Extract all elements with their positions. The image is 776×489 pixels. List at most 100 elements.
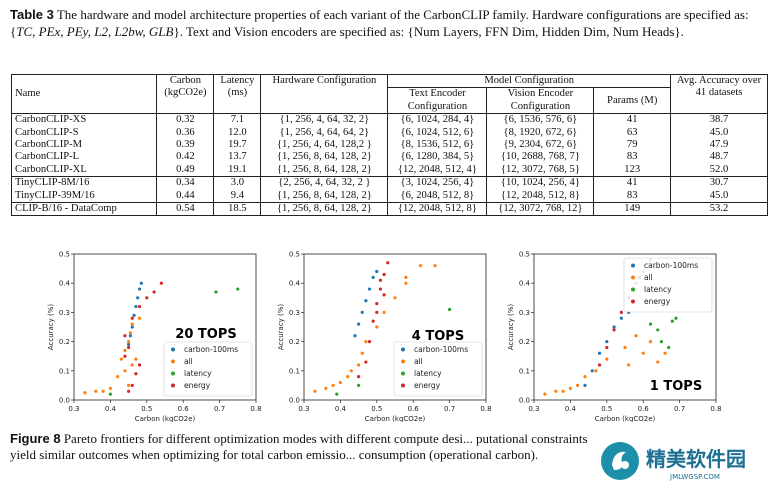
data-point-all xyxy=(393,296,397,300)
data-point-carbon-100ms xyxy=(367,287,372,291)
table-cell-text: {8, 1536, 512, 6} xyxy=(387,139,487,152)
table-cell-text: {6, 1024, 284, 4} xyxy=(387,113,487,127)
table-cell-hw: {1, 256, 8, 64, 128, 2} xyxy=(260,189,388,203)
y-tick-label: 0.0 xyxy=(59,397,70,405)
legend-marker-energy xyxy=(171,383,175,388)
table-cell-latency: 12.0 xyxy=(213,126,261,140)
x-tick-label: 0.8 xyxy=(250,405,261,413)
data-point-carbon-100ms xyxy=(136,296,140,300)
table-row: TinyCLIP-39M/16 0.44 9.4 {1, 256, 8, 64, 12… xyxy=(12,189,768,203)
data-point-all xyxy=(83,391,87,395)
data-point-all xyxy=(594,369,598,373)
legend-marker-carbon-100ms xyxy=(171,347,175,352)
x-tick-label: 0.3 xyxy=(298,405,309,413)
table-row: CarbonCLIP-XS 0.32 7.1 {1, 256, 4, 64, 32, … xyxy=(11,113,768,127)
x-tick-label: 0.6 xyxy=(178,405,190,413)
figure-caption: Figure 8 Pareto frontiers for different … xyxy=(10,431,610,463)
table-cell-name: CarbonCLIP-XL xyxy=(15,163,87,175)
data-point-all xyxy=(130,363,134,367)
data-point-energy xyxy=(597,363,602,367)
table-cell-acc: 38.7 xyxy=(670,113,768,127)
data-point-latency xyxy=(335,392,339,396)
y-tick-label: 0.4 xyxy=(59,280,71,288)
data-point-carbon-100ms xyxy=(139,281,143,285)
x-tick-label: 0.8 xyxy=(480,405,491,413)
data-point-energy xyxy=(137,363,142,367)
data-point-carbon-100ms xyxy=(375,269,379,274)
data-point-energy xyxy=(375,302,379,306)
table-cell-vision: {9, 2304, 672, 6} xyxy=(486,139,594,152)
legend-box xyxy=(623,257,713,313)
plot-frame xyxy=(533,253,717,401)
table-cell-carbon: 0.42 xyxy=(156,151,214,164)
data-point-energy xyxy=(364,360,368,364)
plot-frame xyxy=(303,253,487,401)
y-tick-label: 0.0 xyxy=(519,397,530,405)
table-cell-vision: {6, 1536, 576, 6} xyxy=(486,113,594,127)
x-axis-label: Carbon (kgCO2e) xyxy=(135,415,196,422)
table-header-row-2: Text Encoder Configuration Vision Encode… xyxy=(12,87,768,114)
legend-marker-latency xyxy=(631,287,635,292)
x-tick-label: 0.4 xyxy=(105,405,117,413)
y-tick-label: 0.5 xyxy=(519,251,530,259)
table-cell-params: 149 xyxy=(593,202,671,216)
legend-box xyxy=(163,341,253,397)
data-point-energy xyxy=(605,345,609,350)
specs-table: Name Carbon (kgCO2e) Latency (ms) Hardwa… xyxy=(11,74,768,217)
table-cell-vision: {12, 3072, 768, 12} xyxy=(486,202,594,216)
chart-annotation: 1 TOPS xyxy=(650,379,702,394)
data-point-latency xyxy=(656,328,660,332)
data-point-all xyxy=(123,369,127,373)
pareto-chart-20-tops: 0.3 0.4 0.5 0.6 0.7 0.8 0.0 0.1 0.2 0.3 0.4 0.5 Carb… xyxy=(47,251,262,423)
table-cell-name: CLIP-B/16 - DataComp xyxy=(15,203,117,215)
x-tick-label: 0.4 xyxy=(565,405,577,413)
data-point-energy xyxy=(378,287,383,291)
data-point-all xyxy=(123,348,127,352)
data-point-all xyxy=(313,389,317,393)
y-tick-label: 0.1 xyxy=(519,367,530,375)
data-point-all xyxy=(101,389,105,393)
data-point-energy xyxy=(127,389,131,393)
data-point-all xyxy=(119,357,123,361)
data-point-energy xyxy=(145,296,149,300)
table-cell-carbon: 0.44 xyxy=(156,189,214,203)
data-point-energy xyxy=(382,272,386,277)
data-point-all xyxy=(375,325,379,329)
table-cell-params: 41 xyxy=(593,176,671,190)
table-cell-name: CarbonCLIP-L xyxy=(15,151,80,163)
x-tick-label: 0.7 xyxy=(214,405,225,413)
table-cell-latency: 18.5 xyxy=(213,202,261,216)
data-point-all xyxy=(554,389,558,393)
table-cell-vision: {8, 1920, 672, 6} xyxy=(486,126,594,140)
legend-marker-latency xyxy=(171,371,175,376)
data-point-carbon-100ms xyxy=(353,334,357,338)
table-header-row-1: Name Carbon (kgCO2e) Latency (ms) Hardwa… xyxy=(12,74,768,114)
data-point-all xyxy=(418,264,423,268)
x-tick-label: 0.8 xyxy=(710,405,721,413)
data-point-energy xyxy=(123,354,127,358)
data-point-carbon-100ms xyxy=(619,316,623,320)
data-point-carbon-100ms xyxy=(612,325,616,329)
data-point-energy xyxy=(137,304,142,309)
data-point-all xyxy=(134,357,138,361)
legend-box xyxy=(393,341,483,397)
table-row: TinyCLIP-8M/16 0.34 3.0 {2, 256, 4, 64, 32,… xyxy=(11,176,768,190)
data-point-all xyxy=(663,351,667,355)
table-cell-carbon: 0.34 xyxy=(156,176,214,190)
legend-label-latency: latency xyxy=(644,285,672,294)
y-tick-label: 0.5 xyxy=(289,251,300,259)
data-point-energy xyxy=(130,316,134,320)
table-body: CarbonCLIP-XS 0.32 7.1 {1, 256, 4, 64, 32, … xyxy=(11,113,768,216)
data-point-energy xyxy=(386,261,390,265)
x-tick-label: 0.4 xyxy=(335,405,347,413)
table-cell-vision: {10, 1024, 256, 4} xyxy=(486,176,594,190)
data-point-all xyxy=(543,392,547,396)
watermark-icon: 精美软件园 JMLWGSP.COM xyxy=(601,442,746,481)
data-point-latency xyxy=(648,322,653,326)
y-tick-label: 0.3 xyxy=(59,309,70,317)
data-point-carbon-100ms xyxy=(130,325,134,329)
data-point-carbon-100ms xyxy=(597,351,602,355)
x-tick-label: 0.7 xyxy=(674,405,685,413)
data-point-energy xyxy=(127,345,131,350)
chart-annotation: 4 TOPS xyxy=(412,329,464,344)
